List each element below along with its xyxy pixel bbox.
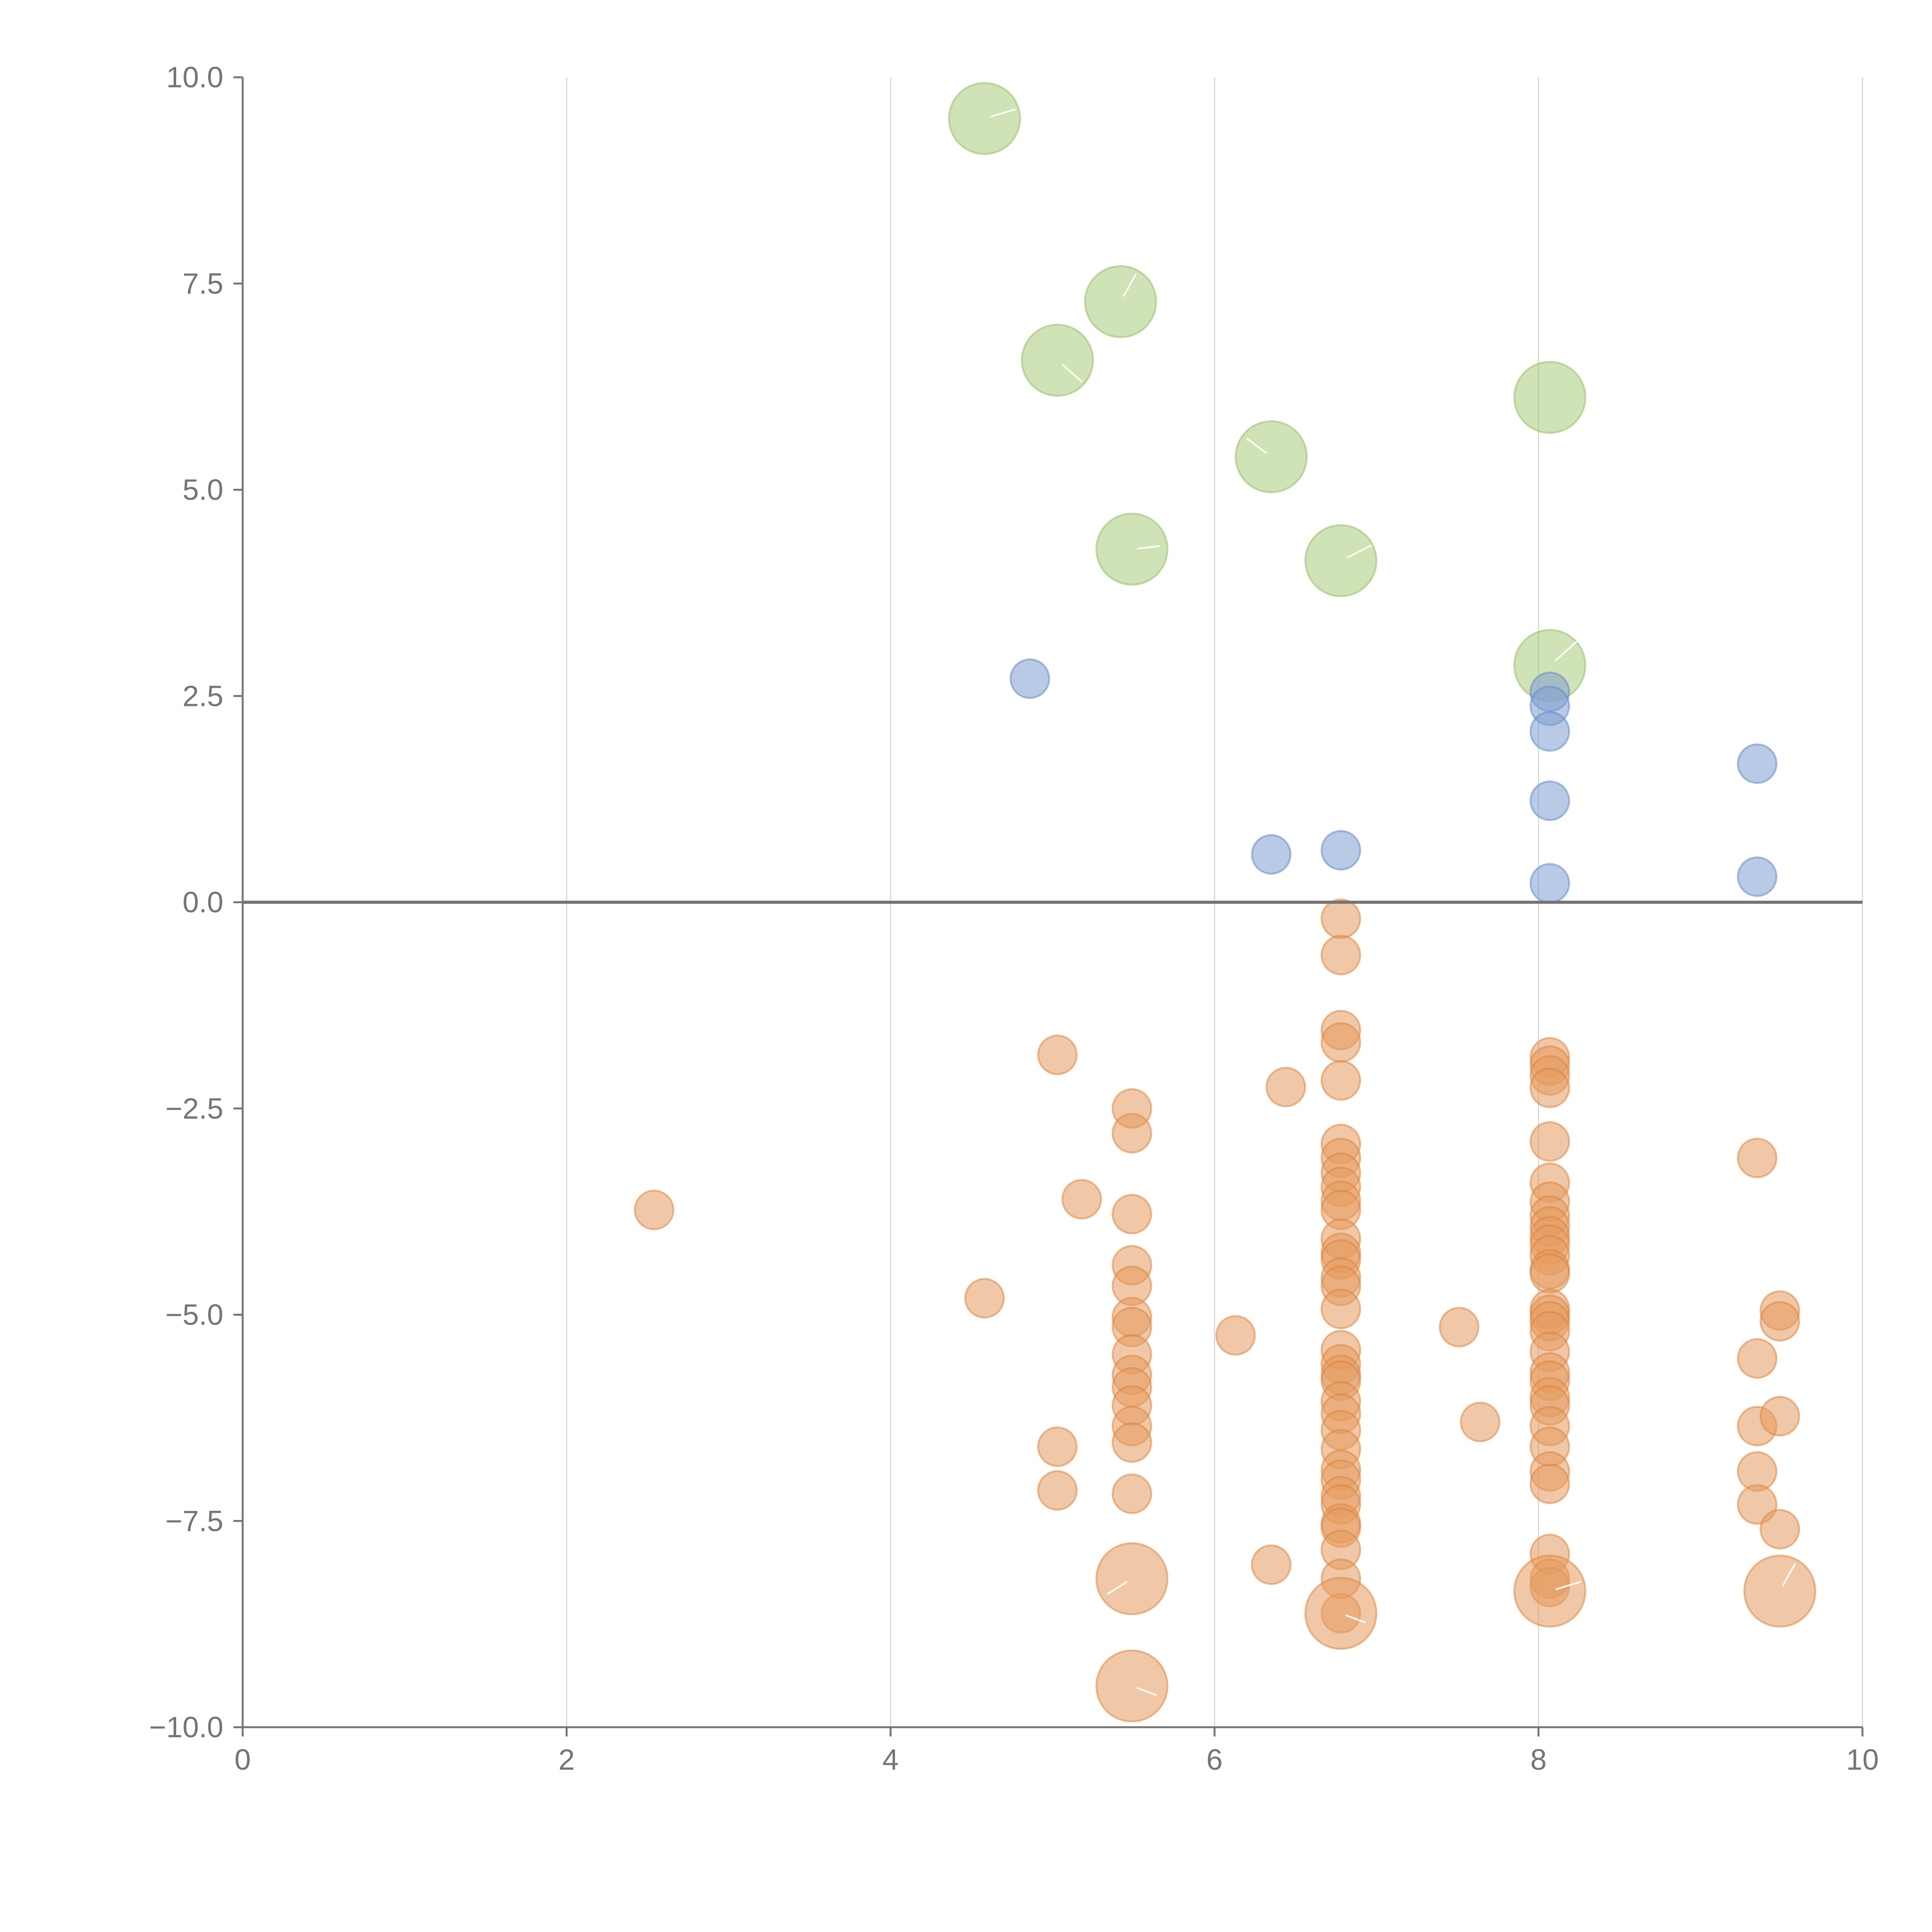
data-point xyxy=(1037,1034,1078,1075)
data-point xyxy=(1095,1542,1168,1616)
label-leader-lines xyxy=(990,108,1796,1696)
data-point xyxy=(1095,512,1168,586)
data-point xyxy=(1320,1289,1361,1330)
data-point xyxy=(1439,1307,1480,1348)
leader-line xyxy=(1136,1687,1157,1696)
axes: 10.0 7.5 5.0 2.5 0.0 −2.5 −5.0 −7.5 −10.0 0 2 4 6 8 10 xyxy=(149,61,1879,1776)
data-point xyxy=(1529,780,1570,821)
data-point xyxy=(948,82,1021,155)
series-orange-large xyxy=(1095,1542,1816,1723)
data-point xyxy=(1251,834,1292,875)
data-point xyxy=(634,1189,675,1230)
data-point xyxy=(1759,1509,1800,1550)
data-point xyxy=(1529,711,1570,752)
data-point xyxy=(1513,361,1587,434)
x-tick-label: 2 xyxy=(558,1743,575,1776)
data-point xyxy=(1529,1121,1570,1162)
data-point xyxy=(1111,1422,1152,1463)
data-point xyxy=(1111,1194,1152,1235)
data-point xyxy=(1513,1554,1587,1628)
data-point xyxy=(1529,1463,1570,1504)
data-point xyxy=(1111,1473,1152,1514)
data-point xyxy=(1235,420,1308,493)
data-point xyxy=(1737,1338,1778,1379)
data-point xyxy=(1095,1649,1168,1723)
data-point xyxy=(1084,265,1157,338)
leader-line xyxy=(1107,1581,1128,1595)
series-orange-small xyxy=(634,898,1800,1634)
data-point xyxy=(1320,1060,1361,1101)
data-point xyxy=(1320,830,1361,871)
data-points xyxy=(634,82,1816,1723)
data-point xyxy=(1460,1401,1501,1442)
data-point xyxy=(1037,1470,1078,1511)
leader-line xyxy=(1782,1563,1796,1587)
series-green-large xyxy=(948,82,1587,702)
x-tick-label: 8 xyxy=(1530,1743,1546,1776)
y-tick-label: 0.0 xyxy=(182,886,223,919)
data-point xyxy=(1737,856,1778,897)
data-point xyxy=(1320,935,1361,976)
x-tick-label: 6 xyxy=(1206,1743,1223,1776)
data-point xyxy=(1759,1301,1800,1342)
y-tick-label: −10.0 xyxy=(149,1711,223,1744)
leader-line xyxy=(1246,437,1267,454)
leader-line xyxy=(1346,544,1372,559)
x-tick-label: 0 xyxy=(235,1743,251,1776)
x-tick-label: 10 xyxy=(1846,1743,1879,1776)
data-point xyxy=(1320,1022,1361,1063)
data-point xyxy=(1111,1113,1152,1154)
data-point xyxy=(1304,1577,1378,1650)
y-tick-label: 2.5 xyxy=(182,680,223,713)
x-tick-label: 4 xyxy=(883,1743,899,1776)
data-point xyxy=(1251,1544,1292,1585)
data-point xyxy=(1529,1253,1570,1294)
data-point xyxy=(1737,1138,1778,1179)
y-tick-label: 7.5 xyxy=(182,267,223,300)
y-tick-label: 5.0 xyxy=(182,474,223,507)
data-point xyxy=(1265,1066,1306,1107)
data-point xyxy=(1215,1315,1256,1356)
data-point xyxy=(1529,1067,1570,1108)
leader-line xyxy=(1061,364,1083,383)
y-tick-label: 10.0 xyxy=(166,61,223,94)
y-tick-label: −2.5 xyxy=(165,1092,223,1125)
series-blue-small xyxy=(1009,658,1778,904)
data-point xyxy=(1021,323,1094,397)
leader-line xyxy=(1555,1581,1581,1590)
y-tick-label: −7.5 xyxy=(165,1505,223,1537)
data-point xyxy=(964,1278,1005,1319)
data-point xyxy=(1320,898,1361,939)
leader-line xyxy=(1122,273,1137,297)
data-point xyxy=(1009,658,1050,699)
data-point xyxy=(1037,1426,1078,1467)
y-tick-label: −5.0 xyxy=(165,1299,223,1332)
data-point xyxy=(1743,1554,1816,1628)
data-point xyxy=(1061,1179,1102,1220)
leader-line xyxy=(1554,640,1578,662)
leader-line xyxy=(1345,1614,1366,1624)
leader-line xyxy=(1137,545,1160,549)
data-point xyxy=(1737,743,1778,784)
data-point xyxy=(1529,863,1570,904)
data-point xyxy=(1759,1396,1800,1437)
data-point xyxy=(1304,524,1378,597)
leader-line xyxy=(990,108,1016,118)
